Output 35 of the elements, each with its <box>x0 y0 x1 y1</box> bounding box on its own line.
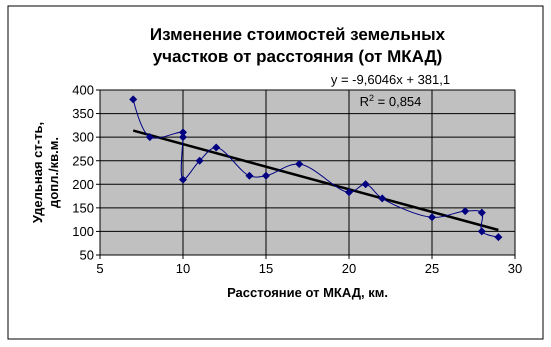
y-tick-label: 400 <box>72 82 94 98</box>
point <box>262 172 270 180</box>
text: y = -9,6046x + 381,1 <box>330 72 450 87</box>
point <box>461 207 470 216</box>
x-axis-title: Расстояние от МКАД, км. <box>227 285 388 300</box>
y-tick-label: 50 <box>80 248 94 263</box>
point <box>179 176 187 184</box>
point <box>212 144 220 152</box>
point <box>428 213 436 222</box>
y-axis-title: Удельная ст-ть, допл./кв.м. <box>30 122 61 224</box>
annotation: R$^{2}$ = 0,854 <box>360 93 422 109</box>
x-tick-label: 30 <box>508 261 522 276</box>
point <box>378 194 386 202</box>
point <box>129 95 138 104</box>
point <box>362 180 370 188</box>
point <box>478 227 486 236</box>
x-tick-label: 20 <box>342 261 356 276</box>
x-tick-label: 10 <box>176 261 190 276</box>
x-tick-label: 25 <box>424 261 440 276</box>
y-tick-label: 250 <box>72 153 94 168</box>
point <box>295 160 304 168</box>
point <box>146 133 154 142</box>
x-tick-label: 5 <box>96 261 104 276</box>
point <box>245 172 254 180</box>
y-tick-label: 150 <box>72 200 94 216</box>
point <box>478 208 486 217</box>
point <box>196 156 204 165</box>
y-tick-label: 100 <box>72 224 94 239</box>
y-tick-label: 350 <box>72 106 94 122</box>
y-tick-label: 300 <box>72 130 94 145</box>
chart-title: Изменение стоимостей земельных участков от расстояния (от МКАД) <box>150 25 446 66</box>
point <box>345 188 353 196</box>
point <box>494 233 502 242</box>
y-tick-label: 200 <box>72 176 94 192</box>
x-tick-label: 15 <box>258 261 274 276</box>
